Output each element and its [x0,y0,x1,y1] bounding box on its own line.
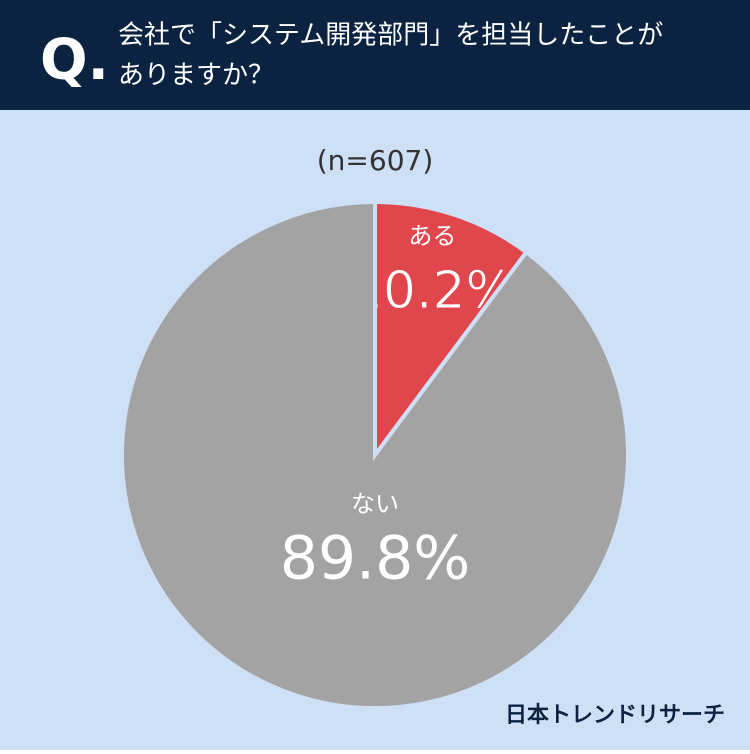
question-line: 会社で「システム開発部門」を担当したことが [118,21,663,51]
question-mark: Q. [40,28,109,93]
slice-value-label: 89.8% [280,524,471,594]
pie-slice [373,199,530,462]
header-bar [0,0,750,110]
sample-size: (n=607) [317,144,434,177]
slice-category: ない [351,490,399,518]
slice-category: ある [408,222,456,250]
brand: 日本トレンドリサーチ [505,703,725,728]
question-line: ありますか？ [118,61,274,91]
pie-slice [120,199,630,710]
